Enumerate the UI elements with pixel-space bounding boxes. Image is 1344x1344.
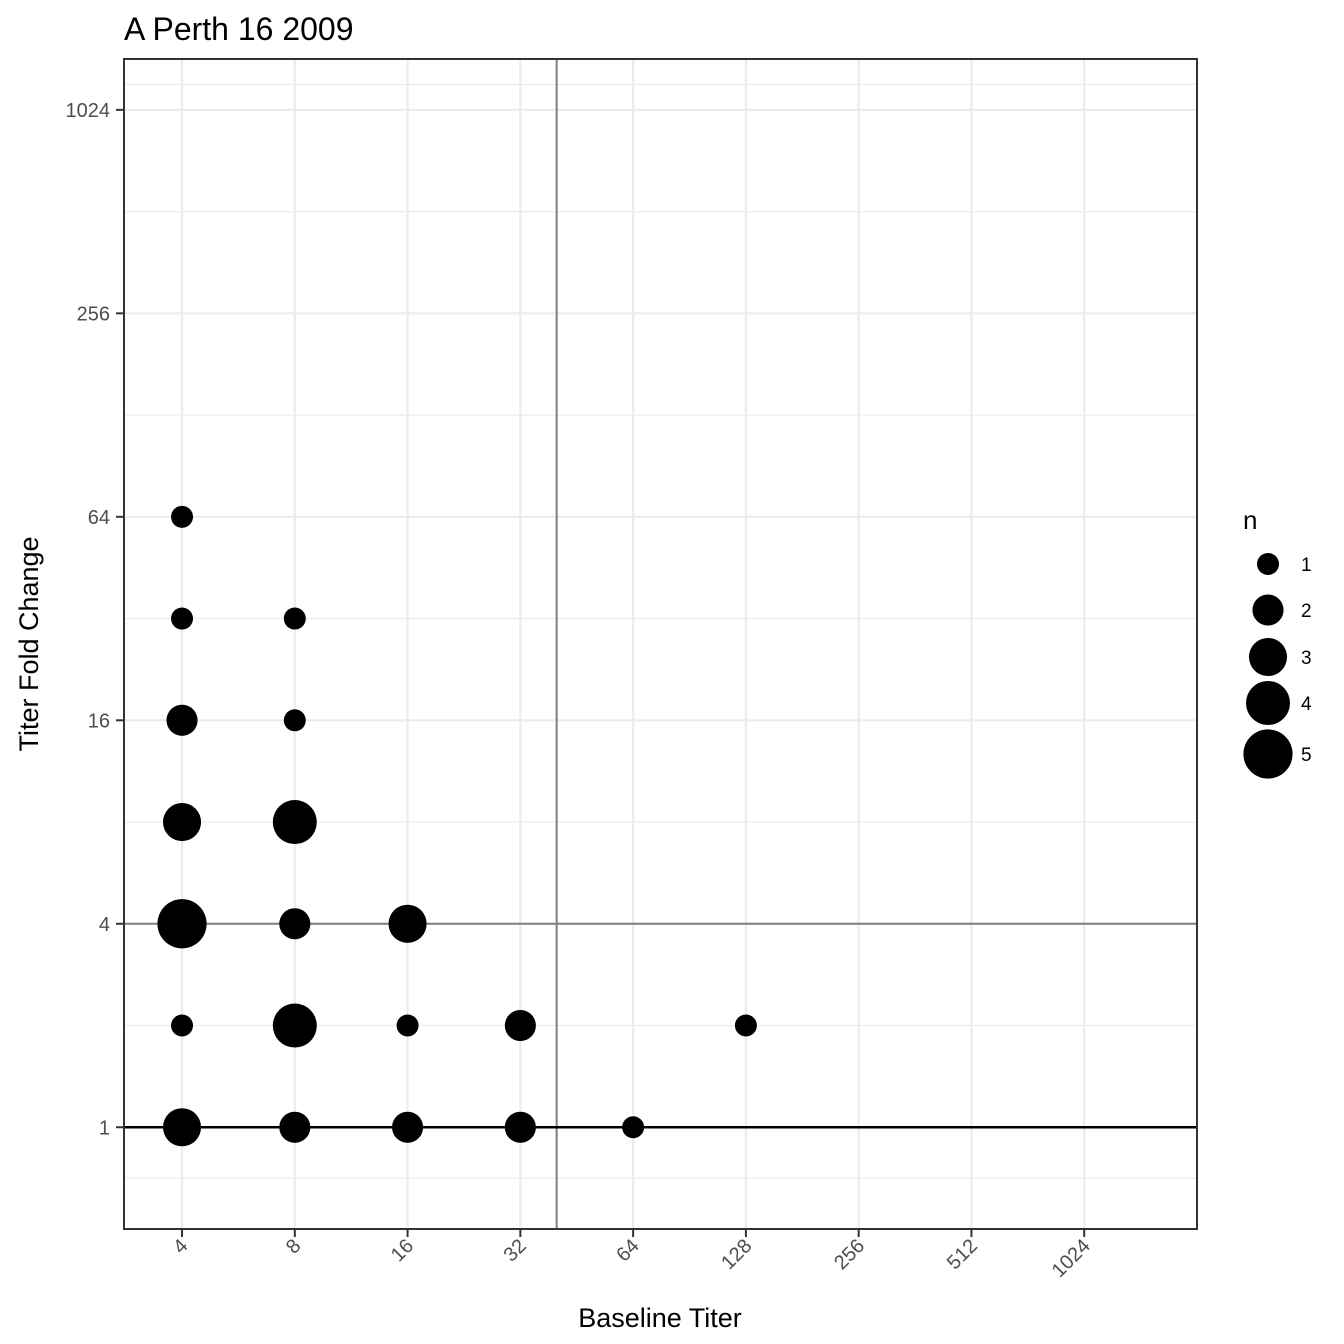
legend-label: 3: [1301, 648, 1312, 669]
x-tick-label: 16: [387, 1235, 418, 1266]
y-tick-label: 16: [88, 710, 110, 732]
panel-background: [124, 59, 1197, 1229]
x-tick-label: 256: [830, 1235, 869, 1274]
x-tick-label: 512: [943, 1235, 982, 1274]
legend-label: 5: [1301, 745, 1312, 766]
x-tick-label: 64: [612, 1235, 643, 1266]
y-tick-label: 4: [99, 914, 110, 936]
legend-key: [1248, 637, 1288, 677]
data-point: [279, 908, 311, 940]
data-point: [171, 505, 194, 528]
data-point: [272, 1003, 317, 1048]
y-tick-label: 1: [99, 1117, 110, 1139]
x-axis: 4 8 16 32 64 128 256 512 1024: [169, 1229, 1095, 1282]
data-point: [388, 904, 427, 943]
data-point: [272, 800, 317, 845]
data-point: [392, 1111, 424, 1143]
y-axis-title: Titer Fold Change: [14, 536, 44, 751]
data-point: [396, 1014, 419, 1037]
data-point: [162, 1108, 202, 1147]
legend-key: [1252, 594, 1284, 626]
data-point: [171, 607, 194, 630]
chart-title: A Perth 16 2009: [124, 11, 354, 47]
x-tick-label: 4: [169, 1235, 192, 1258]
legend-key: [1243, 729, 1293, 779]
x-tick-label: 1024: [1048, 1235, 1095, 1282]
panel-border: [123, 58, 1198, 1230]
data-point: [734, 1014, 757, 1037]
data-point: [283, 709, 306, 732]
data-point: [504, 1111, 536, 1143]
legend-label: 4: [1301, 694, 1312, 715]
data-point: [157, 899, 207, 949]
data-point: [504, 1009, 536, 1042]
size-legend: n 1 2 3 4 5: [1243, 505, 1312, 779]
y-axis: 1 4 16 64 256 1024: [66, 100, 124, 1139]
legend-label: 2: [1301, 601, 1312, 622]
data-point: [283, 607, 306, 630]
legend-key: [1257, 553, 1279, 575]
x-axis-title: Baseline Titer: [578, 1303, 742, 1333]
x-tick-label: 128: [717, 1235, 756, 1274]
data-point: [166, 704, 198, 736]
y-tick-label: 1024: [66, 100, 111, 122]
x-tick-label: 8: [282, 1235, 305, 1258]
data-point: [279, 1111, 311, 1143]
data-point: [171, 1014, 194, 1037]
legend-key: [1246, 681, 1290, 725]
y-tick-label: 64: [88, 507, 110, 529]
y-tick-label: 256: [77, 303, 110, 325]
data-point: [162, 802, 202, 842]
data-point: [622, 1116, 645, 1139]
legend-title: n: [1243, 505, 1257, 535]
plot-panel: [123, 58, 1198, 1230]
x-tick-label: 32: [500, 1235, 531, 1266]
legend-label: 1: [1301, 555, 1312, 576]
